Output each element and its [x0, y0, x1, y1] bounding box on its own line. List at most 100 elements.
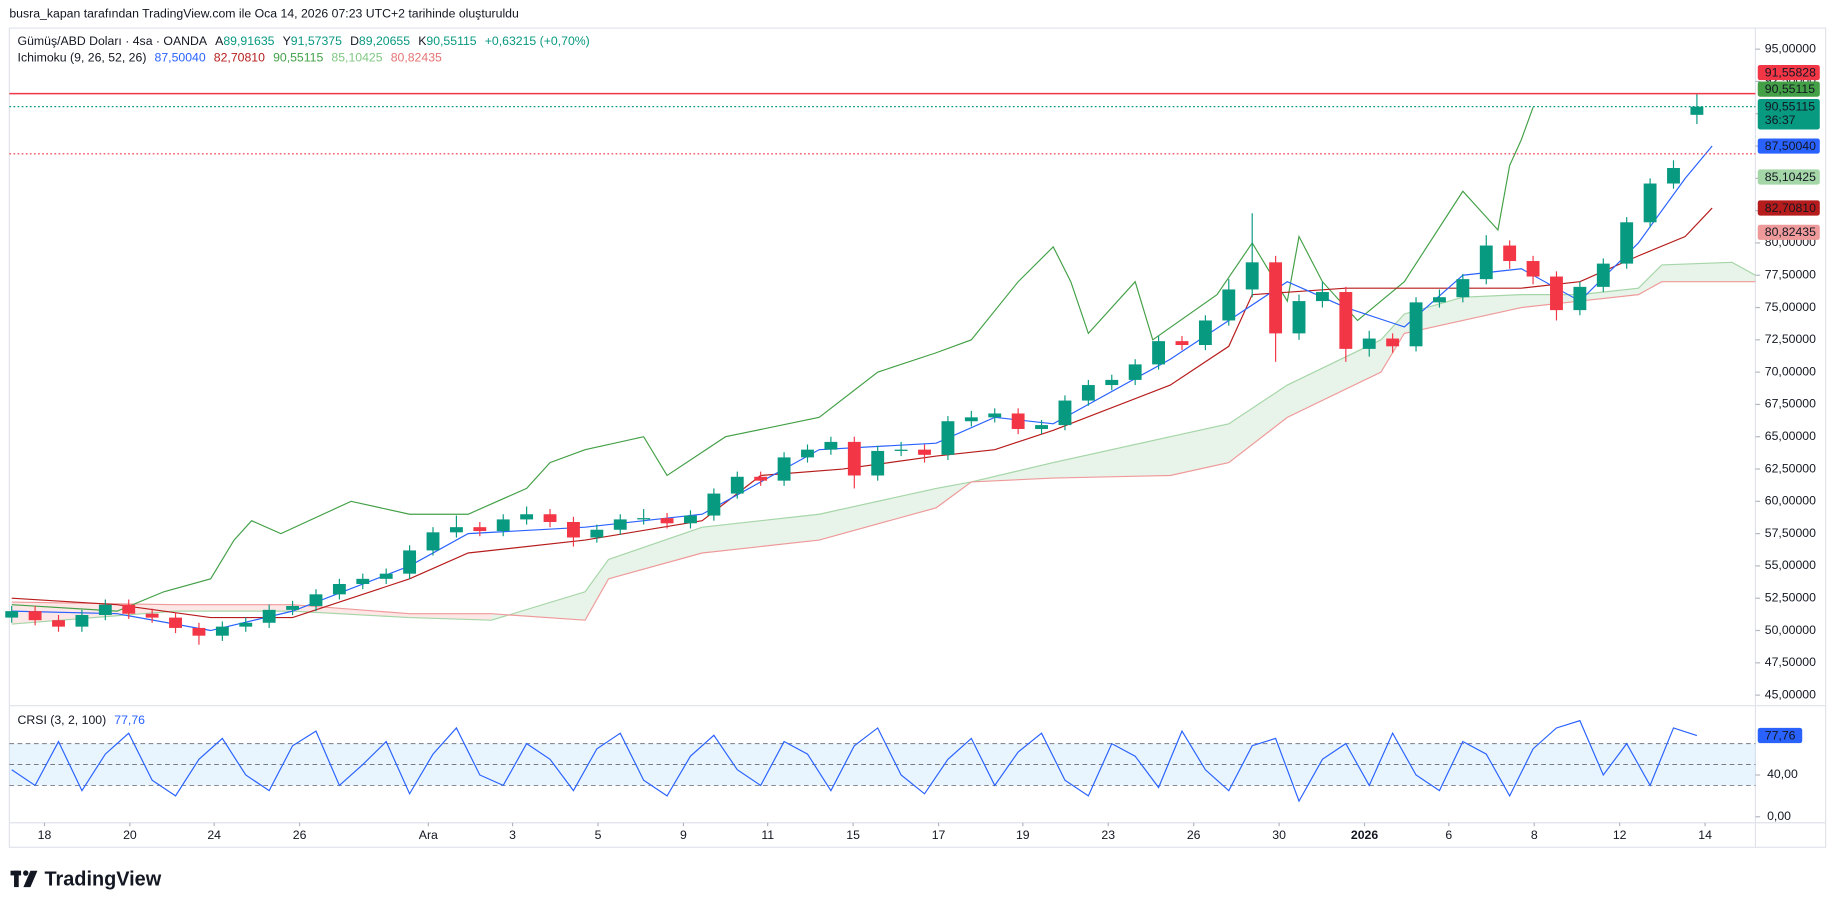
logo-mark — [23, 870, 29, 876]
x-tick-label: 12 — [1613, 828, 1627, 842]
candle-body — [1526, 261, 1540, 277]
frame — [8, 27, 1827, 848]
candle-body — [426, 532, 440, 551]
candle-body — [1573, 286, 1587, 311]
cloud-fill — [1579, 288, 1639, 302]
tenkan-badge — [1757, 138, 1820, 154]
y-tick-label: 65,00000 — [1765, 429, 1816, 443]
candle-body — [1035, 425, 1048, 429]
candle-body — [941, 421, 955, 455]
symbol: Gümüş/ABD Doları · 4sa · OANDA — [18, 34, 208, 48]
candle-body — [75, 615, 89, 627]
logo-mark — [23, 870, 38, 888]
cloud-fill — [1661, 262, 1733, 282]
candle-body — [239, 622, 253, 627]
y-tick-label: 95,00000 — [1765, 41, 1816, 55]
candle-body — [1269, 262, 1283, 334]
x-tick-label: 23 — [1101, 828, 1115, 842]
candle-body — [590, 529, 604, 538]
span-b-line — [11, 281, 1756, 621]
cloud-fill — [1638, 264, 1662, 295]
crsi-badge-label: 77,76 — [1765, 728, 1796, 742]
indicator-name: CRSI (3, 2, 100) — [18, 713, 107, 727]
indicator-name: Ichimoku (9, 26, 52, 26) — [18, 51, 147, 65]
crsi-y-tick-label: 40,00 — [1767, 767, 1798, 781]
candle-body — [637, 518, 651, 520]
candle-body — [379, 573, 393, 579]
y-tick-label: 62,50000 — [1765, 461, 1816, 475]
candle-body — [1456, 279, 1470, 298]
logo-text: TradingView — [44, 868, 161, 890]
x-tick-label: Ara — [419, 828, 438, 842]
y-tick-label: 60,00000 — [1765, 494, 1816, 508]
candle-body — [1643, 183, 1657, 223]
x-tick-label: 11 — [761, 828, 774, 842]
x-tick-label: 6 — [1445, 828, 1452, 842]
cloud-fill — [1170, 423, 1229, 476]
kijun-badge — [1757, 200, 1820, 216]
indicator-value: 90,55115 — [273, 51, 323, 65]
indicator-value: 87,50040 — [155, 51, 206, 65]
x-tick-label: 19 — [1016, 828, 1030, 842]
y-tick-label: 50,00000 — [1765, 623, 1816, 637]
last-price-badge-label: 90,55115 — [1765, 99, 1815, 113]
logo: TradingView — [10, 868, 162, 890]
indicator-value: 82,70810 — [214, 51, 265, 65]
ichimoku-legend: Ichimoku (9, 26, 52, 26) 87,50040 82,708… — [18, 51, 442, 65]
candle-body — [309, 594, 323, 606]
candle-body — [1245, 262, 1259, 290]
cloud-fill — [175, 604, 293, 612]
candle-body — [660, 518, 674, 524]
candle-body — [1620, 222, 1634, 264]
x-tick-label: 14 — [1698, 828, 1712, 842]
candle-body — [1292, 301, 1306, 334]
candle-body — [964, 417, 978, 422]
candle-body — [332, 584, 346, 595]
ohlc-key: K — [418, 34, 427, 48]
candle-body — [730, 476, 744, 494]
candle-body — [988, 413, 1002, 418]
y-tick-label: 45,00000 — [1765, 687, 1816, 701]
candle-body — [1386, 338, 1400, 347]
span-b-badge-label: 80,82435 — [1765, 225, 1816, 239]
x-tick-label: 30 — [1272, 828, 1286, 842]
candle-body — [1433, 297, 1446, 303]
span-a-line — [11, 261, 1756, 625]
candle-body — [1409, 302, 1423, 347]
candle-body — [871, 450, 885, 476]
y-tick-label: 75,00000 — [1765, 300, 1816, 314]
y-tick-label: 77,50000 — [1765, 267, 1816, 281]
tenkan-badge-label: 87,50040 — [1765, 139, 1816, 153]
cloud-fill — [1287, 339, 1381, 418]
x-tick-label: 8 — [1531, 828, 1538, 842]
candle-body — [824, 441, 838, 450]
candle-body — [1339, 292, 1353, 349]
cloud-fill — [491, 591, 586, 621]
candle-body — [777, 457, 791, 481]
crsi-badge — [1757, 727, 1803, 744]
candle-body — [5, 611, 19, 618]
candle-body — [1503, 245, 1517, 262]
cloud-fill — [1228, 385, 1288, 463]
y-tick-label: 57,50000 — [1765, 526, 1816, 540]
ohlc-value: 90,55115 — [426, 34, 476, 48]
ohlc-key: Y — [283, 34, 291, 48]
indicator-value: 85,10425 — [331, 51, 382, 65]
candle-body — [145, 613, 159, 618]
x-tick-label: 5 — [595, 828, 602, 842]
x-tick-label: 2026 — [1351, 828, 1378, 842]
candle-body — [1315, 292, 1329, 302]
candle-body — [473, 527, 487, 532]
logo-mark — [14, 870, 19, 888]
candle-body — [894, 449, 908, 451]
countdown: 36:37 — [1765, 113, 1796, 127]
span-a-badge-label: 85,10425 — [1765, 170, 1816, 184]
x-tick-label: 26 — [293, 828, 307, 842]
price-badge-label: 91,55828 — [1765, 65, 1816, 79]
indicator-value: 77,76 — [114, 713, 145, 727]
candle-body — [169, 617, 182, 628]
candle-body — [122, 604, 136, 614]
ohlc-key: D — [350, 34, 359, 48]
candle-body — [1690, 106, 1704, 115]
candle-body — [28, 611, 42, 621]
